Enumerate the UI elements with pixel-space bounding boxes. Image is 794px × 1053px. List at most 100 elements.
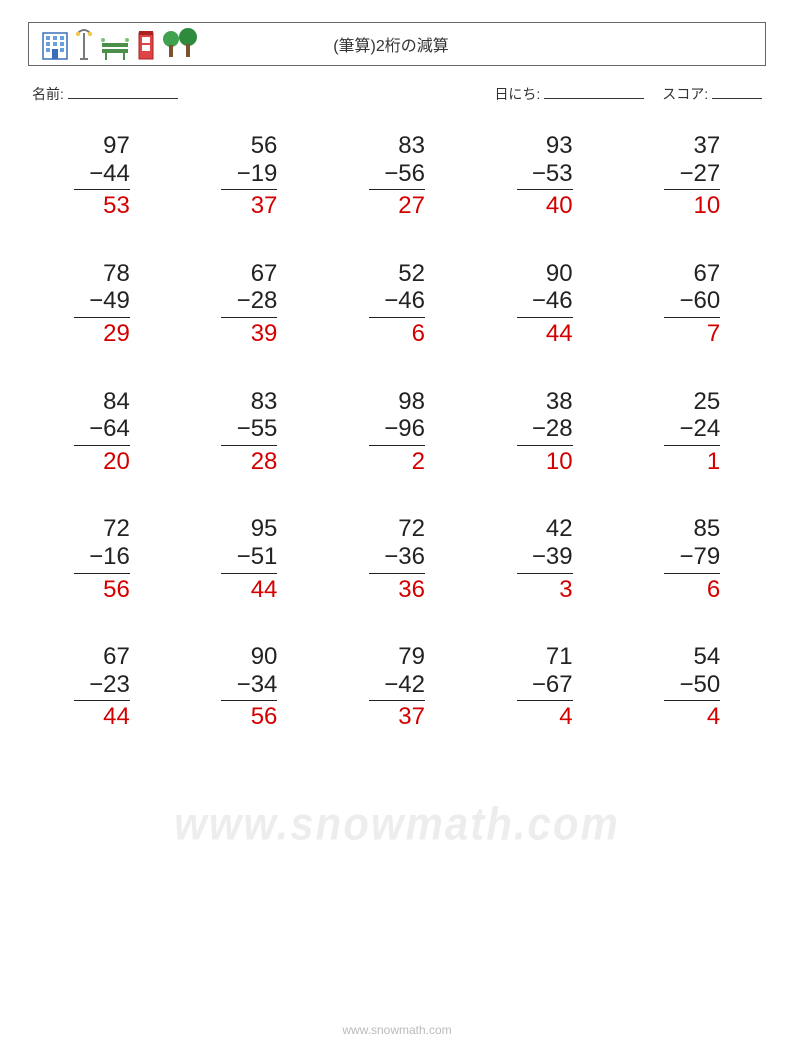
booth-icon	[137, 29, 155, 61]
subtrahend: −60	[664, 287, 720, 318]
answer: 10	[693, 190, 720, 220]
problem-column: 67−607	[664, 260, 720, 348]
minuend: 67	[251, 260, 278, 288]
name-blank[interactable]	[68, 85, 178, 99]
problem: 52−466	[323, 260, 471, 348]
problem-column: 52−466	[369, 260, 425, 348]
answer: 39	[251, 318, 278, 348]
subtrahend: −28	[221, 287, 277, 318]
answer: 7	[707, 318, 720, 348]
minuend: 67	[693, 260, 720, 288]
problem-column: 85−796	[664, 515, 720, 603]
problem-column: 84−6420	[74, 388, 130, 476]
watermark: www.snowmath.com	[0, 798, 794, 851]
answer: 29	[103, 318, 130, 348]
problem: 56−1937	[176, 132, 324, 220]
answer: 56	[103, 574, 130, 604]
date-blank[interactable]	[544, 85, 644, 99]
date-label: 日にち:	[494, 86, 540, 102]
subtrahend: −53	[517, 160, 573, 191]
title-bar: (筆算)2桁の減算	[28, 22, 766, 66]
minuend: 37	[693, 132, 720, 160]
problem: 25−241	[618, 388, 766, 476]
subtrahend: −39	[517, 543, 573, 574]
minuend: 84	[103, 388, 130, 416]
answer: 10	[546, 446, 573, 476]
minuend: 95	[251, 515, 278, 543]
meta-name: 名前:	[32, 84, 494, 104]
worksheet-title: (筆算)2桁の減算	[199, 32, 583, 56]
subtrahend: −46	[369, 287, 425, 318]
minuend: 42	[546, 515, 573, 543]
problem: 90−3456	[176, 643, 324, 731]
problem-column: 79−4237	[369, 643, 425, 731]
trees-icon	[161, 27, 199, 61]
problem: 97−4453	[28, 132, 176, 220]
problem-column: 37−2710	[664, 132, 720, 220]
minuend: 72	[398, 515, 425, 543]
problem: 71−674	[471, 643, 619, 731]
subtrahend: −55	[221, 415, 277, 446]
problem-column: 98−962	[369, 388, 425, 476]
minuend: 72	[103, 515, 130, 543]
answer: 4	[707, 701, 720, 731]
problem-column: 54−504	[664, 643, 720, 731]
subtrahend: −28	[517, 415, 573, 446]
problem: 85−796	[618, 515, 766, 603]
problem-column: 25−241	[664, 388, 720, 476]
answer: 44	[546, 318, 573, 348]
meta-score: スコア:	[662, 84, 762, 104]
problem: 42−393	[471, 515, 619, 603]
problem-column: 72−3636	[369, 515, 425, 603]
answer: 4	[559, 701, 572, 731]
problem: 78−4929	[28, 260, 176, 348]
problem-column: 42−393	[517, 515, 573, 603]
problem-column: 67−2839	[221, 260, 277, 348]
subtrahend: −79	[664, 543, 720, 574]
subtrahend: −49	[74, 287, 130, 318]
subtrahend: −42	[369, 671, 425, 702]
problem: 90−4644	[471, 260, 619, 348]
answer: 37	[251, 190, 278, 220]
problem: 79−4237	[323, 643, 471, 731]
answer: 6	[412, 318, 425, 348]
answer: 20	[103, 446, 130, 476]
building-icon	[41, 29, 69, 61]
meta-row: 名前: 日にち: スコア:	[28, 66, 766, 104]
problem-column: 83−5528	[221, 388, 277, 476]
minuend: 83	[398, 132, 425, 160]
problem: 37−2710	[618, 132, 766, 220]
problem: 67−607	[618, 260, 766, 348]
minuend: 83	[251, 388, 278, 416]
minuend: 67	[103, 643, 130, 671]
answer: 27	[398, 190, 425, 220]
answer: 3	[559, 574, 572, 604]
minuend: 85	[693, 515, 720, 543]
answer: 6	[707, 574, 720, 604]
minuend: 93	[546, 132, 573, 160]
subtrahend: −16	[74, 543, 130, 574]
name-label: 名前:	[32, 86, 64, 102]
problem-column: 90−3456	[221, 643, 277, 731]
subtrahend: −96	[369, 415, 425, 446]
subtrahend: −64	[74, 415, 130, 446]
answer: 36	[398, 574, 425, 604]
decorative-icon-strip	[41, 27, 199, 61]
subtrahend: −50	[664, 671, 720, 702]
problem: 38−2810	[471, 388, 619, 476]
answer: 56	[251, 701, 278, 731]
minuend: 90	[251, 643, 278, 671]
subtrahend: −56	[369, 160, 425, 191]
bench-icon	[99, 37, 131, 61]
minuend: 38	[546, 388, 573, 416]
minuend: 78	[103, 260, 130, 288]
problem: 93−5340	[471, 132, 619, 220]
problem-column: 38−2810	[517, 388, 573, 476]
problems-grid: 97−445356−193783−562793−534037−271078−49…	[28, 132, 766, 731]
problem: 72−3636	[323, 515, 471, 603]
problem: 95−5144	[176, 515, 324, 603]
answer: 1	[707, 446, 720, 476]
worksheet-page: (筆算)2桁の減算 名前: 日にち: スコア: 97−445356−1937 83…	[0, 0, 794, 731]
subtrahend: −34	[221, 671, 277, 702]
score-blank[interactable]	[712, 85, 762, 99]
